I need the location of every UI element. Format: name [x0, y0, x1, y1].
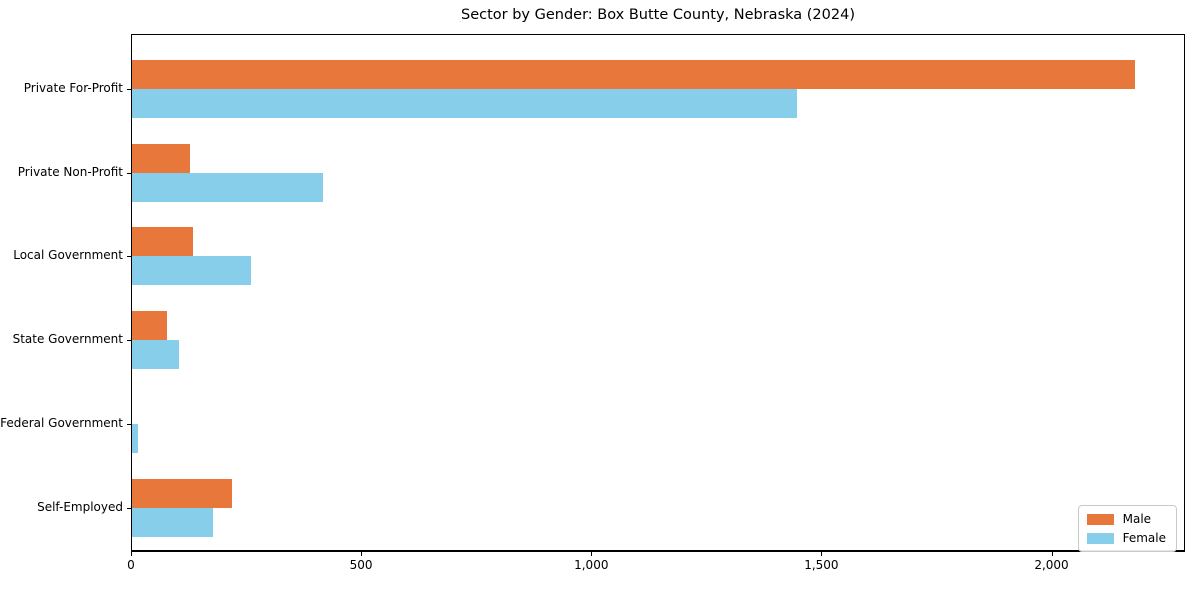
bar-male: [132, 478, 232, 508]
bar-female: [132, 172, 323, 202]
legend-item-female: Female: [1086, 531, 1166, 545]
chart-title: Sector by Gender: Box Butte County, Nebr…: [461, 7, 855, 23]
y-tick-mark: [127, 256, 131, 258]
y-tick-mark: [127, 340, 131, 342]
x-tick-mark: [1051, 552, 1053, 556]
bar-female: [132, 507, 213, 537]
x-tick-mark: [821, 552, 823, 556]
legend-item-male: Male: [1086, 512, 1166, 526]
y-tick-mark: [127, 507, 131, 509]
bar-female: [132, 89, 798, 118]
bar-male: [132, 227, 193, 257]
y-tick-label: Private Non-Profit: [17, 164, 123, 179]
x-tick-label: 0: [127, 558, 135, 572]
bar-male: [132, 311, 167, 341]
x-tick-label: 500: [349, 558, 373, 572]
y-tick-mark: [127, 89, 131, 90]
bar-female: [132, 423, 138, 453]
bar-female: [132, 340, 180, 370]
bars-layer: [132, 35, 1184, 550]
legend-label-male: Male: [1122, 512, 1152, 526]
y-tick-label: Private For-Profit: [23, 81, 123, 95]
x-tick-mark: [131, 552, 132, 556]
y-tick-label: Local Government: [13, 248, 123, 263]
x-tick-mark: [361, 552, 363, 556]
x-tick-label: 2,000: [1034, 558, 1069, 572]
x-tick-label: 1,000: [574, 558, 609, 572]
y-tick-label: Federal Government: [0, 415, 123, 430]
y-tick-mark: [127, 423, 131, 425]
legend: Male Female: [1077, 505, 1177, 552]
bar-male: [132, 143, 190, 173]
bar-female: [132, 256, 251, 286]
y-tick-label: Self-Employed: [37, 499, 123, 514]
legend-label-female: Female: [1122, 531, 1166, 545]
x-tick-mark: [591, 552, 593, 556]
legend-swatch-female: [1086, 532, 1114, 544]
bar-male: [132, 60, 1136, 89]
x-tick-label: 1,500: [804, 558, 839, 572]
y-tick-mark: [127, 172, 131, 174]
plot-area: Male Female: [131, 34, 1185, 552]
y-tick-label: State Government: [12, 332, 123, 347]
legend-swatch-male: [1086, 513, 1114, 525]
